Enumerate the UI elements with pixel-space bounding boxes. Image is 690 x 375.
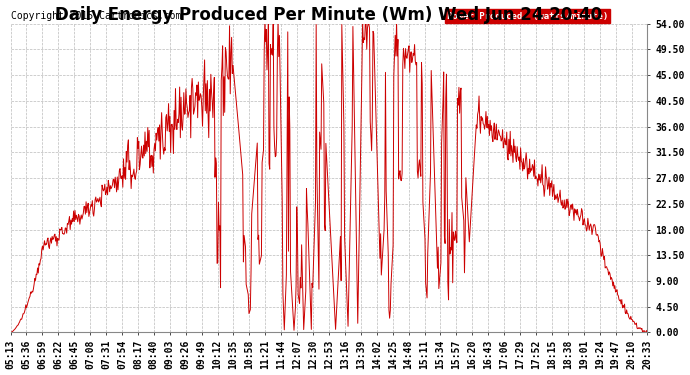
Text: Copyright 2015 Cartronics.com: Copyright 2015 Cartronics.com [10, 10, 181, 21]
Title: Daily Energy Produced Per Minute (Wm) Wed Jun 24 20:40: Daily Energy Produced Per Minute (Wm) We… [55, 6, 602, 24]
Text: Power Produced  (watts/minute): Power Produced (watts/minute) [447, 12, 608, 21]
